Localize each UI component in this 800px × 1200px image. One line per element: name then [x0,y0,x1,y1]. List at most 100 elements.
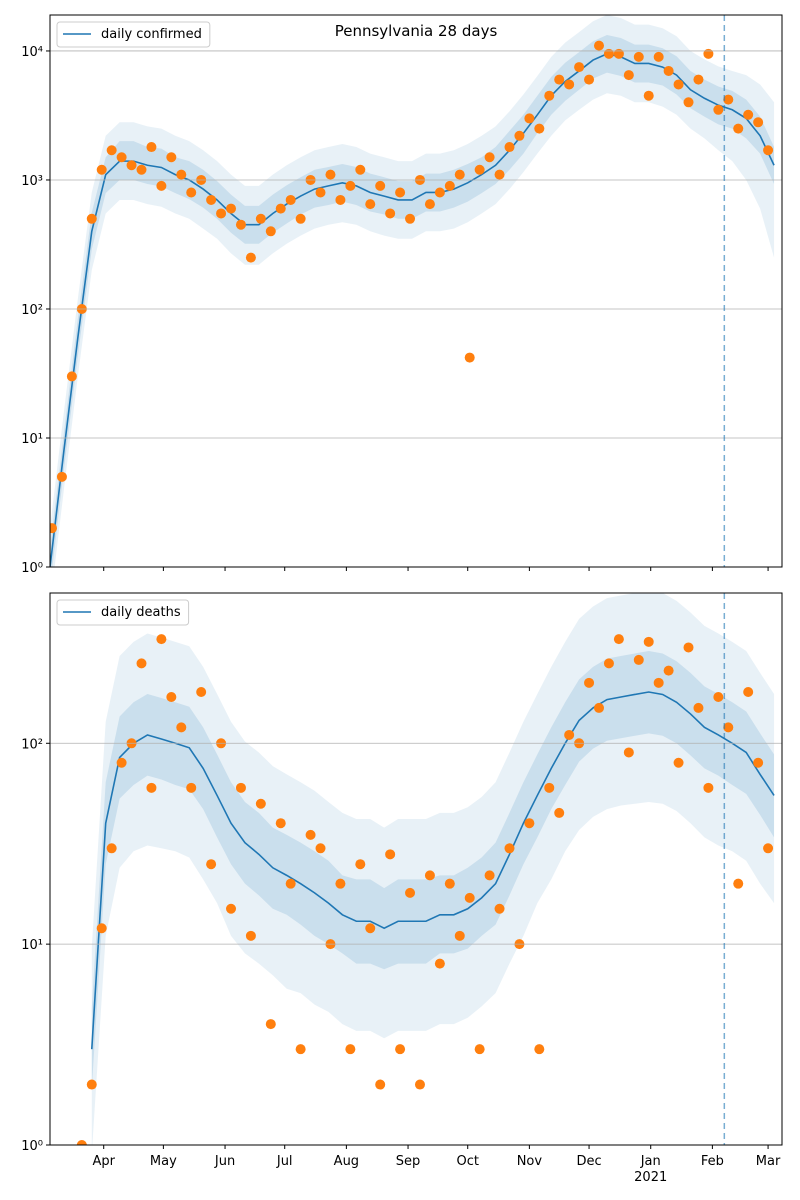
y-tick-label: 10¹ [21,432,43,447]
scatter-point [623,747,634,758]
scatter-point [285,194,296,205]
scatter-point [544,90,555,101]
scatter-point [315,187,326,198]
legend-box [56,599,190,626]
confidence-band [50,34,775,567]
plot-area [76,593,775,1145]
scatter-point [216,208,227,219]
x-tick-label: Nov [517,1154,543,1169]
scatter-point [335,878,346,889]
scatter-point [136,658,147,669]
series-line [90,691,775,1050]
scatter-point [226,903,237,914]
scatter-point [554,74,565,85]
scatter-point [613,634,624,645]
scatter-point [255,798,266,809]
scatter-point [116,152,127,163]
scatter-point [494,169,505,180]
scatter-point [86,213,97,224]
scatter-point [76,1140,87,1145]
scatter-point [444,878,455,889]
scatter-point [424,199,435,210]
scatter-point [464,352,475,363]
axes-frame [49,592,783,1146]
scatter-point [723,94,734,105]
scatter-point [414,1079,425,1090]
scatter-point [723,722,734,733]
scatter-point [295,213,306,224]
x-tick-label: Jul [276,1154,293,1169]
scatter-point [594,40,604,51]
scatter-point [375,180,386,191]
chart-title: Pennsylvania 28 days [335,22,498,40]
scatter-point [166,152,177,163]
x-year-label: 2021 [634,1170,667,1185]
scatter-point [574,62,585,73]
y-tick-label: 10³ [21,174,43,189]
scatter-point [186,782,197,793]
scatter-point [534,123,545,134]
x-tick-label: Mar [756,1154,781,1169]
scatter-point [584,677,595,688]
scatter-point [136,164,147,175]
scatter-point [156,634,167,645]
scatter-point [544,782,555,793]
y-tick-label: 10⁰ [21,561,43,576]
scatter-point [673,757,684,768]
scatter-point [226,203,237,214]
scatter-point [126,160,137,171]
scatter-point [405,213,416,224]
x-tick-label: Apr [92,1154,115,1169]
scatter-point [275,818,286,829]
scatter-point [703,48,714,59]
scatter-point [405,887,416,898]
scatter-point [106,843,117,854]
scatter-point [504,843,515,854]
x-tick-label: May [150,1154,177,1169]
scatter-point [355,164,366,175]
scatter-point [474,1044,485,1055]
scatter-point [335,194,346,205]
scatter-point [554,807,565,818]
scatter-point [663,65,674,76]
scatter-point [763,843,774,854]
scatter-point [484,870,495,881]
scatter-point [643,90,654,101]
scatter-point [713,104,724,115]
scatter-point [265,226,276,237]
scatter-point [514,130,525,141]
scatter-point [504,142,515,153]
scatter-point [594,702,604,713]
scatter-point [206,859,217,870]
scatter-point [524,818,535,829]
scatter-point [753,757,764,768]
scatter-point [255,213,266,224]
scatter-point [385,208,396,219]
scatter-point [454,169,465,180]
x-tick-label: Dec [576,1154,601,1169]
scatter-point [643,636,654,647]
scatter-point [315,843,326,854]
scatter-point [434,187,445,198]
scatter-point [683,97,694,108]
scatter-point [484,152,495,163]
x-tick-label: Sep [396,1154,421,1169]
scatter-point [305,829,316,840]
confidence-band [91,593,775,1145]
x-tick-label: Aug [334,1154,359,1169]
scatter-point [474,164,485,175]
scatter-point [454,930,465,941]
scatter-point [633,654,644,665]
x-tick-label: Oct [456,1154,478,1169]
scatter-point [713,691,724,702]
scatter-point [106,145,117,156]
y-tick-label: 10² [21,737,43,752]
scatter-point [763,145,774,156]
scatter-point [86,1079,97,1090]
scatter-point [235,219,246,230]
axes-frame [49,14,783,568]
scatter-point [285,878,296,889]
scatter-point [176,722,187,733]
scatter-point [395,187,406,198]
